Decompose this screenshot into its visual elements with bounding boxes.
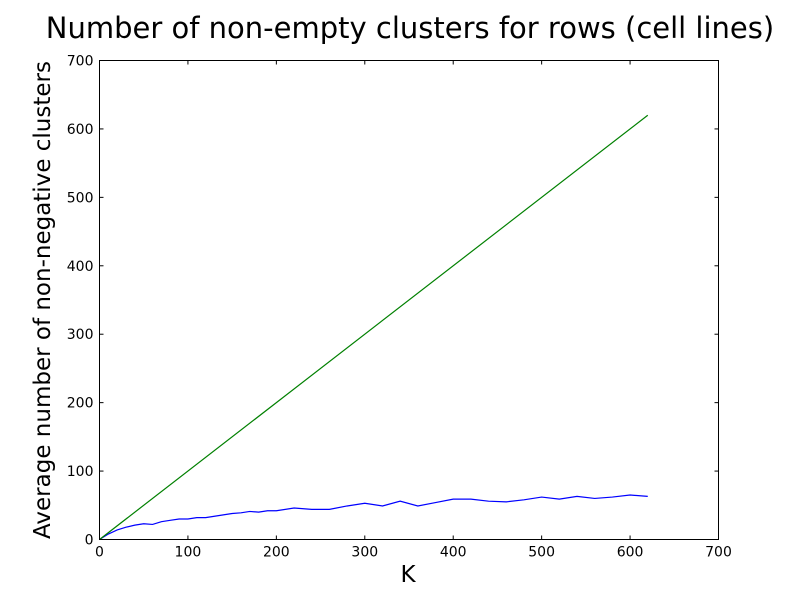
y-tick-label: 0: [85, 533, 94, 549]
y-tick-label: 100: [67, 464, 94, 480]
x-tick-label: 600: [617, 545, 644, 561]
y-tick-label: 200: [67, 396, 94, 412]
x-tick-label: 0: [95, 545, 104, 561]
x-axis-label: K: [400, 562, 416, 588]
x-tick-label: 400: [440, 545, 467, 561]
chart-title: Number of non-empty clusters for rows (c…: [46, 11, 774, 45]
x-tick-label: 100: [175, 545, 202, 561]
x-tick-label: 700: [705, 545, 732, 561]
plot-frame: [99, 60, 719, 540]
series-layer: [99, 114, 649, 541]
y-tick-label: 300: [67, 327, 94, 343]
x-tick-label: 500: [528, 545, 555, 561]
series-line-2: [99, 114, 649, 540]
y-tick-label: 400: [67, 259, 94, 275]
y-tick-label: 700: [67, 54, 94, 70]
y-axis-label: Average number of non-negative clusters: [30, 61, 56, 539]
x-tick-label: 200: [263, 545, 290, 561]
y-tick-label: 600: [67, 122, 94, 138]
series-line-1: [99, 494, 648, 541]
x-tick-label: 300: [351, 545, 378, 561]
ticks-layer: 0 100 200 300 400 500 600 700 0 100 200 300 400 500 60…: [67, 54, 732, 561]
y-tick-label: 500: [67, 190, 94, 206]
